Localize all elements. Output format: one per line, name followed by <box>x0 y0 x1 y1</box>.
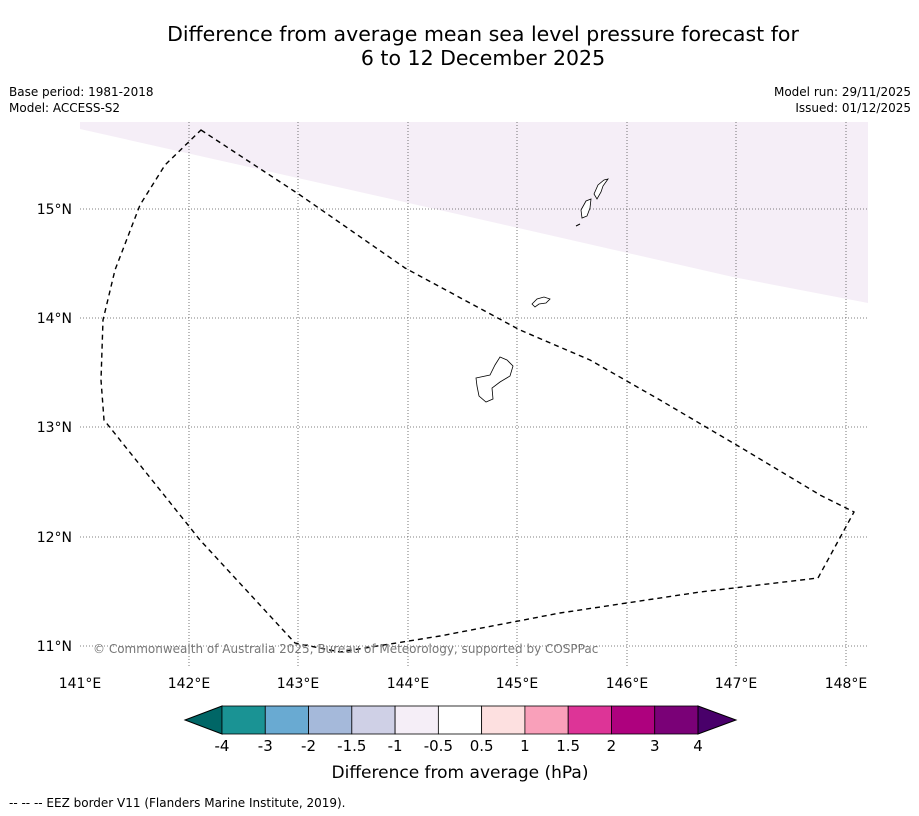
island-tinian <box>580 198 592 219</box>
base-period: Base period: 1981-2018 <box>9 85 154 99</box>
graticule <box>80 122 868 668</box>
colorbar-bin <box>654 705 699 735</box>
colorbar-bin <box>351 705 396 735</box>
lat-label: 13°N <box>37 420 72 436</box>
colorbar-tick-label: -3 <box>258 737 273 755</box>
lat-axis-labels: 15°N 14°N 13°N 12°N 11°N <box>37 202 72 655</box>
meta-left: Base period: 1981-2018 Model: ACCESS-S2 <box>9 84 154 116</box>
colorbar-tick-label: -1.5 <box>337 737 366 755</box>
colorbar-low-extend <box>183 705 223 735</box>
lon-axis-labels: 141°E 142°E 143°E 144°E 145°E 146°E 147°… <box>59 676 868 692</box>
colorbar-bin <box>567 705 612 735</box>
colorbar-label: Difference from average (hPa) <box>332 763 589 783</box>
colorbar-bin <box>611 705 656 735</box>
island-aguijan <box>575 223 581 227</box>
lon-label: 143°E <box>277 676 320 692</box>
lat-label: 15°N <box>37 202 72 218</box>
lon-label: 141°E <box>59 676 102 692</box>
colorbar: -4 -3 -2 -1.5 -1 -0.5 0.5 1 1.5 2 3 4 Difference fr… <box>183 705 738 783</box>
title-line-1: Difference from average mean sea level p… <box>167 22 799 46</box>
colorbar-bin <box>308 705 353 735</box>
lon-label: 146°E <box>606 676 649 692</box>
lon-label: 142°E <box>168 676 211 692</box>
colorbar-bin <box>264 705 309 735</box>
colorbar-bins <box>221 705 699 735</box>
meta-right: Model run: 29/11/2025 Issued: 01/12/2025 <box>774 84 911 116</box>
copyright-text: © Commonwealth of Australia 2025, Bureau… <box>93 642 598 656</box>
lat-label: 11°N <box>37 639 72 655</box>
colorbar-bin <box>437 705 483 735</box>
lon-label: 145°E <box>496 676 539 692</box>
lat-label: 12°N <box>37 530 72 546</box>
eez-legend-note: -- -- -- EEZ border V11 (Flanders Marine… <box>9 796 346 810</box>
colorbar-bin <box>221 705 266 735</box>
colorbar-bin <box>394 705 439 735</box>
colorbar-ticks: -4 -3 -2 -1.5 -1 -0.5 0.5 1 1.5 2 3 4 <box>215 737 703 755</box>
colorbar-tick-label: 1 <box>520 737 530 755</box>
colorbar-tick-label: 0.5 <box>470 737 494 755</box>
issued-date: Issued: 01/12/2025 <box>795 101 911 115</box>
colorbar-tick-label: 3 <box>650 737 660 755</box>
lat-label: 14°N <box>37 311 72 327</box>
colorbar-tick-label: 1.5 <box>556 737 580 755</box>
colorbar-bin <box>524 705 569 735</box>
colorbar-bin <box>481 705 526 735</box>
colorbar-tick-label: -2 <box>301 737 316 755</box>
lon-label: 144°E <box>387 676 430 692</box>
lon-label: 147°E <box>715 676 758 692</box>
colorbar-high-extend <box>697 705 738 735</box>
colorbar-tick-label: -1 <box>388 737 403 755</box>
colorbar-tick-label: -0.5 <box>424 737 453 755</box>
lon-label: 148°E <box>825 676 868 692</box>
island-rota <box>531 296 551 308</box>
chart-title: Difference from average mean sea level p… <box>0 22 919 70</box>
map-area: © Commonwealth of Australia 2025, Bureau… <box>80 122 868 668</box>
colorbar-tick-label: 4 <box>693 737 703 755</box>
model-run: Model run: 29/11/2025 <box>773 85 911 99</box>
pressure-anomaly-region <box>80 122 868 303</box>
island-saipan <box>593 178 609 200</box>
island-guam <box>475 356 514 403</box>
title-line-2: 6 to 12 December 2025 <box>360 46 606 70</box>
model-name: Model: ACCESS-S2 <box>9 101 121 115</box>
eez-border <box>100 129 855 653</box>
colorbar-tick-label: 2 <box>607 737 617 755</box>
colorbar-tick-label: -4 <box>215 737 230 755</box>
